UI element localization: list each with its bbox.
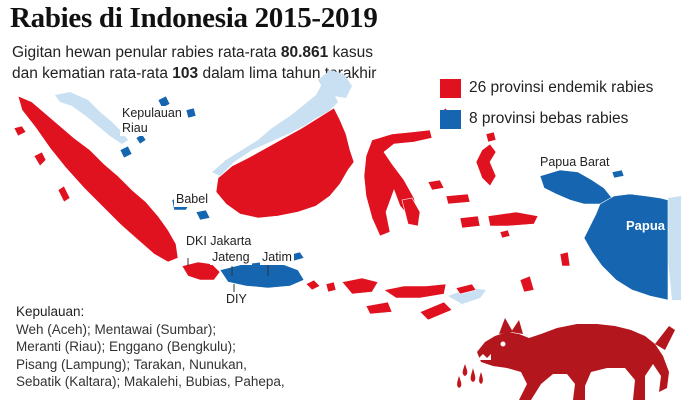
simeulue [13,125,27,137]
blood-drops [457,364,483,388]
islands-note: Kepulauan: Weh (Aceh); Mentawai (Sumbar)… [16,303,346,391]
sulawesi [363,129,433,237]
buru [459,215,481,229]
blood-drop [457,376,462,388]
legend-item-free: 8 provinsi bebas rabies [440,109,653,129]
sumbawa [341,277,379,295]
sumba [365,301,393,315]
belitung [195,209,211,221]
label-papua: Papua [626,218,666,233]
islands-line: Sebatik (Kaltara); Makalehi, Bubias, Pah… [16,374,285,389]
timor-west [419,301,453,321]
dog-ear [499,318,513,334]
kalimantan [215,107,355,219]
subtitle-text: dan kematian rata-rata [12,65,173,82]
png [668,196,681,300]
blood-drop [462,364,468,376]
banggai [427,179,445,191]
seram [487,211,539,227]
neighbor-land [55,70,681,304]
nias [33,151,47,167]
label-papua-barat: Papua Barat [538,155,612,170]
label-jateng: Jateng [210,250,252,265]
riau-islands [119,95,197,159]
endemic-provinces [13,95,571,321]
tanimbar [519,275,535,293]
ambon [499,229,511,239]
dog-teeth [475,354,491,360]
sulawesi-se [401,197,421,227]
leader-lines [187,258,269,292]
label-kepulauan-riau-line1: Kepulauan [122,106,182,120]
legend-item-endemic: 26 provinsi endemik rabies [440,78,653,98]
label-babel: Babel [174,192,210,207]
legend-swatch-endemic [440,78,461,98]
subtitle-text: kasus [328,44,374,61]
islands-line: Meranti (Riau); Enggano (Bengkulu); [16,339,236,354]
label-kepulauan-riau: Kepulauan Riau [120,106,184,136]
dog-body [477,324,669,400]
islands-heading: Kepulauan: [16,304,85,319]
morotai [485,131,497,143]
legend-label-free: 8 provinsi bebas rabies [469,110,629,127]
label-dki-jakarta: DKI Jakarta [184,234,254,249]
label-jatim: Jatim [260,250,294,265]
philippines-mindanao [318,70,352,98]
islands-line: Pisang (Lampung); Tarakan, Nunukan, [16,356,247,372]
mentawai [57,185,71,203]
lombok [325,281,337,293]
label-diy: DIY [224,292,249,307]
bite-count: 80.861 [280,44,329,61]
sumatra [17,95,179,263]
subtitle-line-1: Gigitan hewan penular rabies rata-rata 8… [12,42,442,63]
page-title: Rabies di Indonesia 2015-2019 [10,2,378,34]
papua-barat [539,169,613,205]
sula [445,193,471,205]
dog-ear [511,320,523,334]
papua [583,193,669,301]
kei-aru [559,251,571,267]
islands-line: Weh (Aceh); Mentawai (Sumbar); [16,321,217,337]
legend: 26 provinsi endemik rabies 8 provinsi be… [440,78,653,140]
death-count: 103 [172,65,199,82]
wetar-alor [455,283,477,295]
subtitle-text: Gigitan hewan penular rabies rata-rata [12,44,281,61]
timor-leste [448,288,486,304]
blood-drop [470,368,476,382]
malay-peninsula [55,92,128,144]
dog-eye [500,341,506,347]
biak [611,169,625,179]
west-java [181,261,221,281]
halmahera [475,143,497,187]
label-kepulauan-riau-line2: Riau [122,121,148,135]
legend-swatch-free [440,109,461,129]
flores [383,283,447,299]
central-east-java [219,261,305,289]
dog-tail [655,326,675,350]
legend-label-endemic: 26 provinsi endemik rabies [469,79,654,96]
blood-drop [479,372,483,384]
sarawak-sabah [212,84,338,176]
bali [305,279,321,291]
dog-icon [457,318,675,400]
